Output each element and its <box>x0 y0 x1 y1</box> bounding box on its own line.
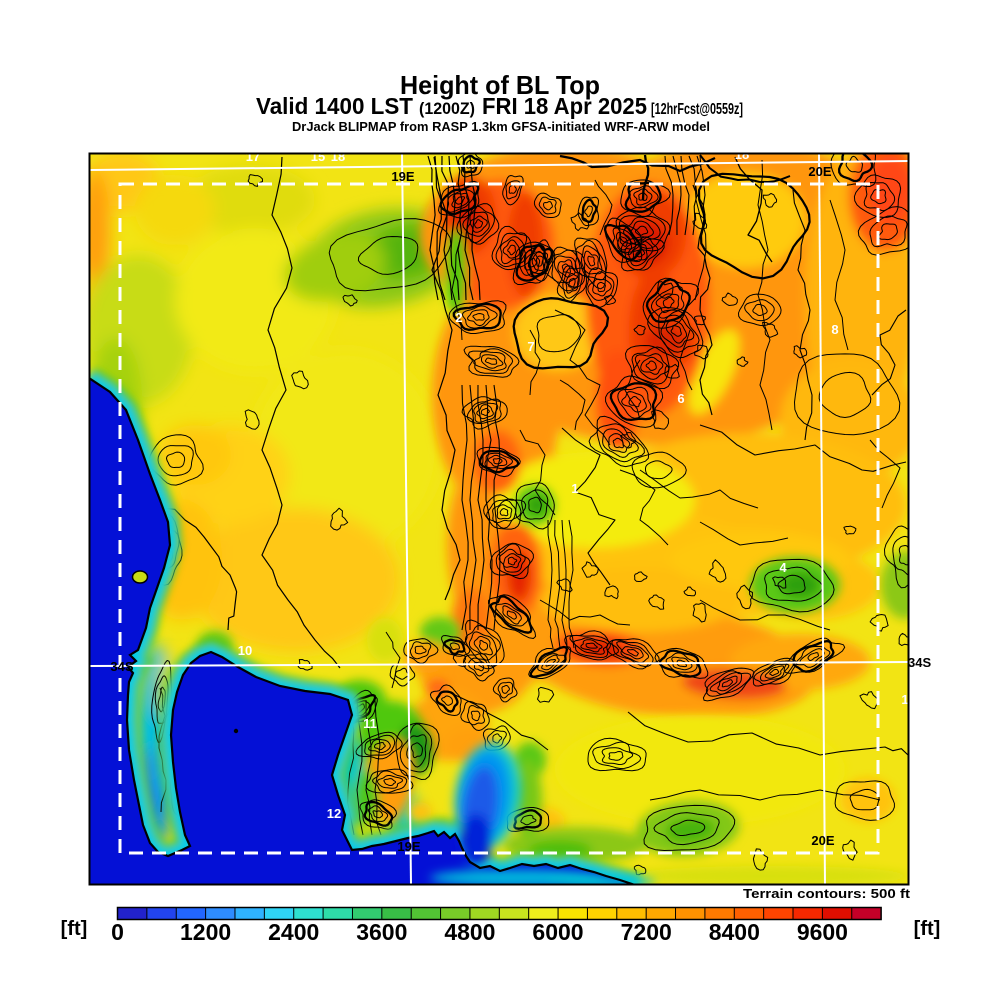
svg-text:19E: 19E <box>397 839 420 854</box>
svg-text:20E: 20E <box>808 164 831 179</box>
svg-text:7: 7 <box>527 339 534 354</box>
svg-text:2: 2 <box>455 310 462 325</box>
svg-text:[12hrFcst@0559z]: [12hrFcst@0559z] <box>651 101 743 118</box>
svg-text:Valid 1400 LST: Valid 1400 LST <box>256 93 413 119</box>
svg-text:34S: 34S <box>908 655 931 670</box>
svg-text:Height of BL Top: Height of BL Top <box>400 70 600 100</box>
svg-text:0: 0 <box>111 919 124 945</box>
svg-text:7200: 7200 <box>621 919 672 945</box>
svg-text:18: 18 <box>331 149 345 164</box>
svg-text:15: 15 <box>311 149 325 164</box>
svg-text:8: 8 <box>831 322 838 337</box>
svg-text:1: 1 <box>571 481 578 496</box>
svg-text:19E: 19E <box>391 169 414 184</box>
svg-text:Terrain contours: 500 ft: Terrain contours: 500 ft <box>743 886 911 901</box>
svg-text:20E: 20E <box>811 833 834 848</box>
svg-text:4: 4 <box>779 560 787 575</box>
svg-text:FRI 18 Apr 2025: FRI 18 Apr 2025 <box>482 93 647 119</box>
svg-text:1200: 1200 <box>180 919 231 945</box>
svg-text:2400: 2400 <box>268 919 319 945</box>
svg-text:12: 12 <box>327 806 341 821</box>
svg-text:6000: 6000 <box>532 919 583 945</box>
svg-text:DrJack BLIPMAP from RASP 1.3km: DrJack BLIPMAP from RASP 1.3km GFSA-init… <box>292 119 710 134</box>
svg-text:17: 17 <box>246 149 260 164</box>
svg-text:[ft]: [ft] <box>914 918 941 940</box>
svg-text:6: 6 <box>677 391 684 406</box>
svg-text:18: 18 <box>735 147 749 162</box>
svg-text:(1200Z): (1200Z) <box>419 99 475 118</box>
svg-text:[ft]: [ft] <box>61 918 88 940</box>
svg-text:9600: 9600 <box>797 919 848 945</box>
svg-text:3600: 3600 <box>356 919 407 945</box>
svg-text:4800: 4800 <box>444 919 495 945</box>
svg-text:11: 11 <box>363 716 377 731</box>
svg-text:34S: 34S <box>110 659 133 674</box>
svg-text:8400: 8400 <box>709 919 760 945</box>
svg-text:1: 1 <box>901 692 908 707</box>
svg-text:10: 10 <box>238 643 252 658</box>
